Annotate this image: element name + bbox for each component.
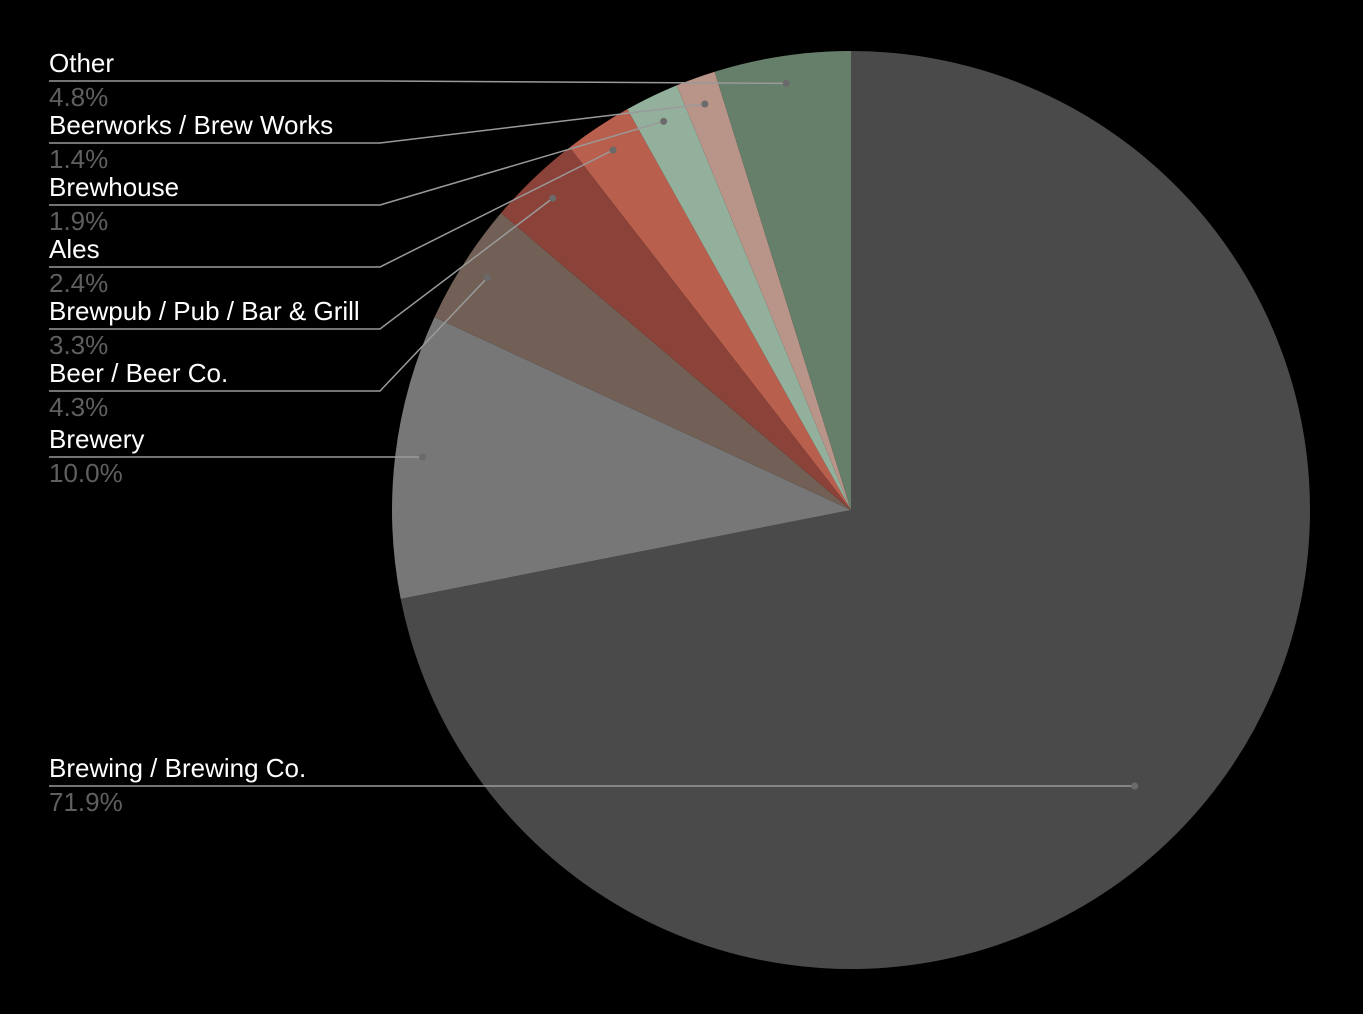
leader-dot-beerworks-brew-works	[701, 100, 709, 108]
slice-percent-beer-beer-co: 4.3%	[49, 392, 108, 422]
slice-percent-brewing-brewing-co: 71.9%	[49, 787, 123, 817]
slice-label-beer-beer-co: Beer / Beer Co.	[49, 358, 228, 388]
slice-labels: Other 4.8%Beerworks / Brew Works 1.4%Brewh…	[49, 48, 360, 817]
slice-percent-beerworks-brew-works: 1.4%	[49, 144, 108, 174]
slice-brewpub-pub-bar-grill	[501, 147, 851, 510]
slice-ales	[569, 109, 851, 510]
slice-label-brewery: Brewery	[49, 424, 144, 454]
slice-brewery	[392, 317, 851, 599]
slice-label-brewing-brewing-co: Brewing / Brewing Co.	[49, 753, 306, 783]
leader-dot-brewhouse	[660, 117, 668, 125]
slice-percent-brewpub-pub-bar-grill: 3.3%	[49, 330, 108, 360]
leader-line-brewpub-pub-bar-grill	[49, 197, 554, 330]
pie-slices	[392, 51, 1310, 969]
leader-dot-other	[782, 79, 790, 87]
leader-dot-brewery	[419, 453, 427, 461]
slice-label-beerworks-brew-works: Beerworks / Brew Works	[49, 110, 333, 140]
slice-beerworks-brew-works	[676, 71, 851, 511]
leader-lines	[49, 79, 1139, 790]
slice-beer-beer-co	[434, 213, 851, 510]
slice-percent-brewery: 10.0%	[49, 458, 123, 488]
leader-dot-brewpub-pub-bar-grill	[549, 194, 557, 202]
leader-line-beerworks-brew-works	[49, 103, 705, 144]
leader-line-ales	[49, 149, 614, 268]
slice-other	[714, 51, 851, 510]
slice-label-other: Other	[49, 48, 114, 78]
leader-line-beer-beer-co	[49, 277, 488, 392]
slice-label-ales: Ales	[49, 234, 100, 264]
leader-line-brewhouse	[49, 120, 664, 206]
leader-dot-beer-beer-co	[483, 274, 491, 282]
leader-dot-brewing-brewing-co	[1131, 782, 1139, 790]
slice-label-brewpub-pub-bar-grill: Brewpub / Pub / Bar & Grill	[49, 296, 360, 326]
slice-label-brewhouse: Brewhouse	[49, 172, 179, 202]
leader-dot-ales	[609, 146, 617, 154]
leader-line-other	[49, 80, 787, 85]
slice-brewing-brewing-co	[400, 51, 1310, 969]
slice-brewhouse	[627, 85, 851, 511]
slice-percent-other: 4.8%	[49, 82, 108, 112]
slice-percent-ales: 2.4%	[49, 268, 108, 298]
slice-percent-brewhouse: 1.9%	[49, 206, 108, 236]
